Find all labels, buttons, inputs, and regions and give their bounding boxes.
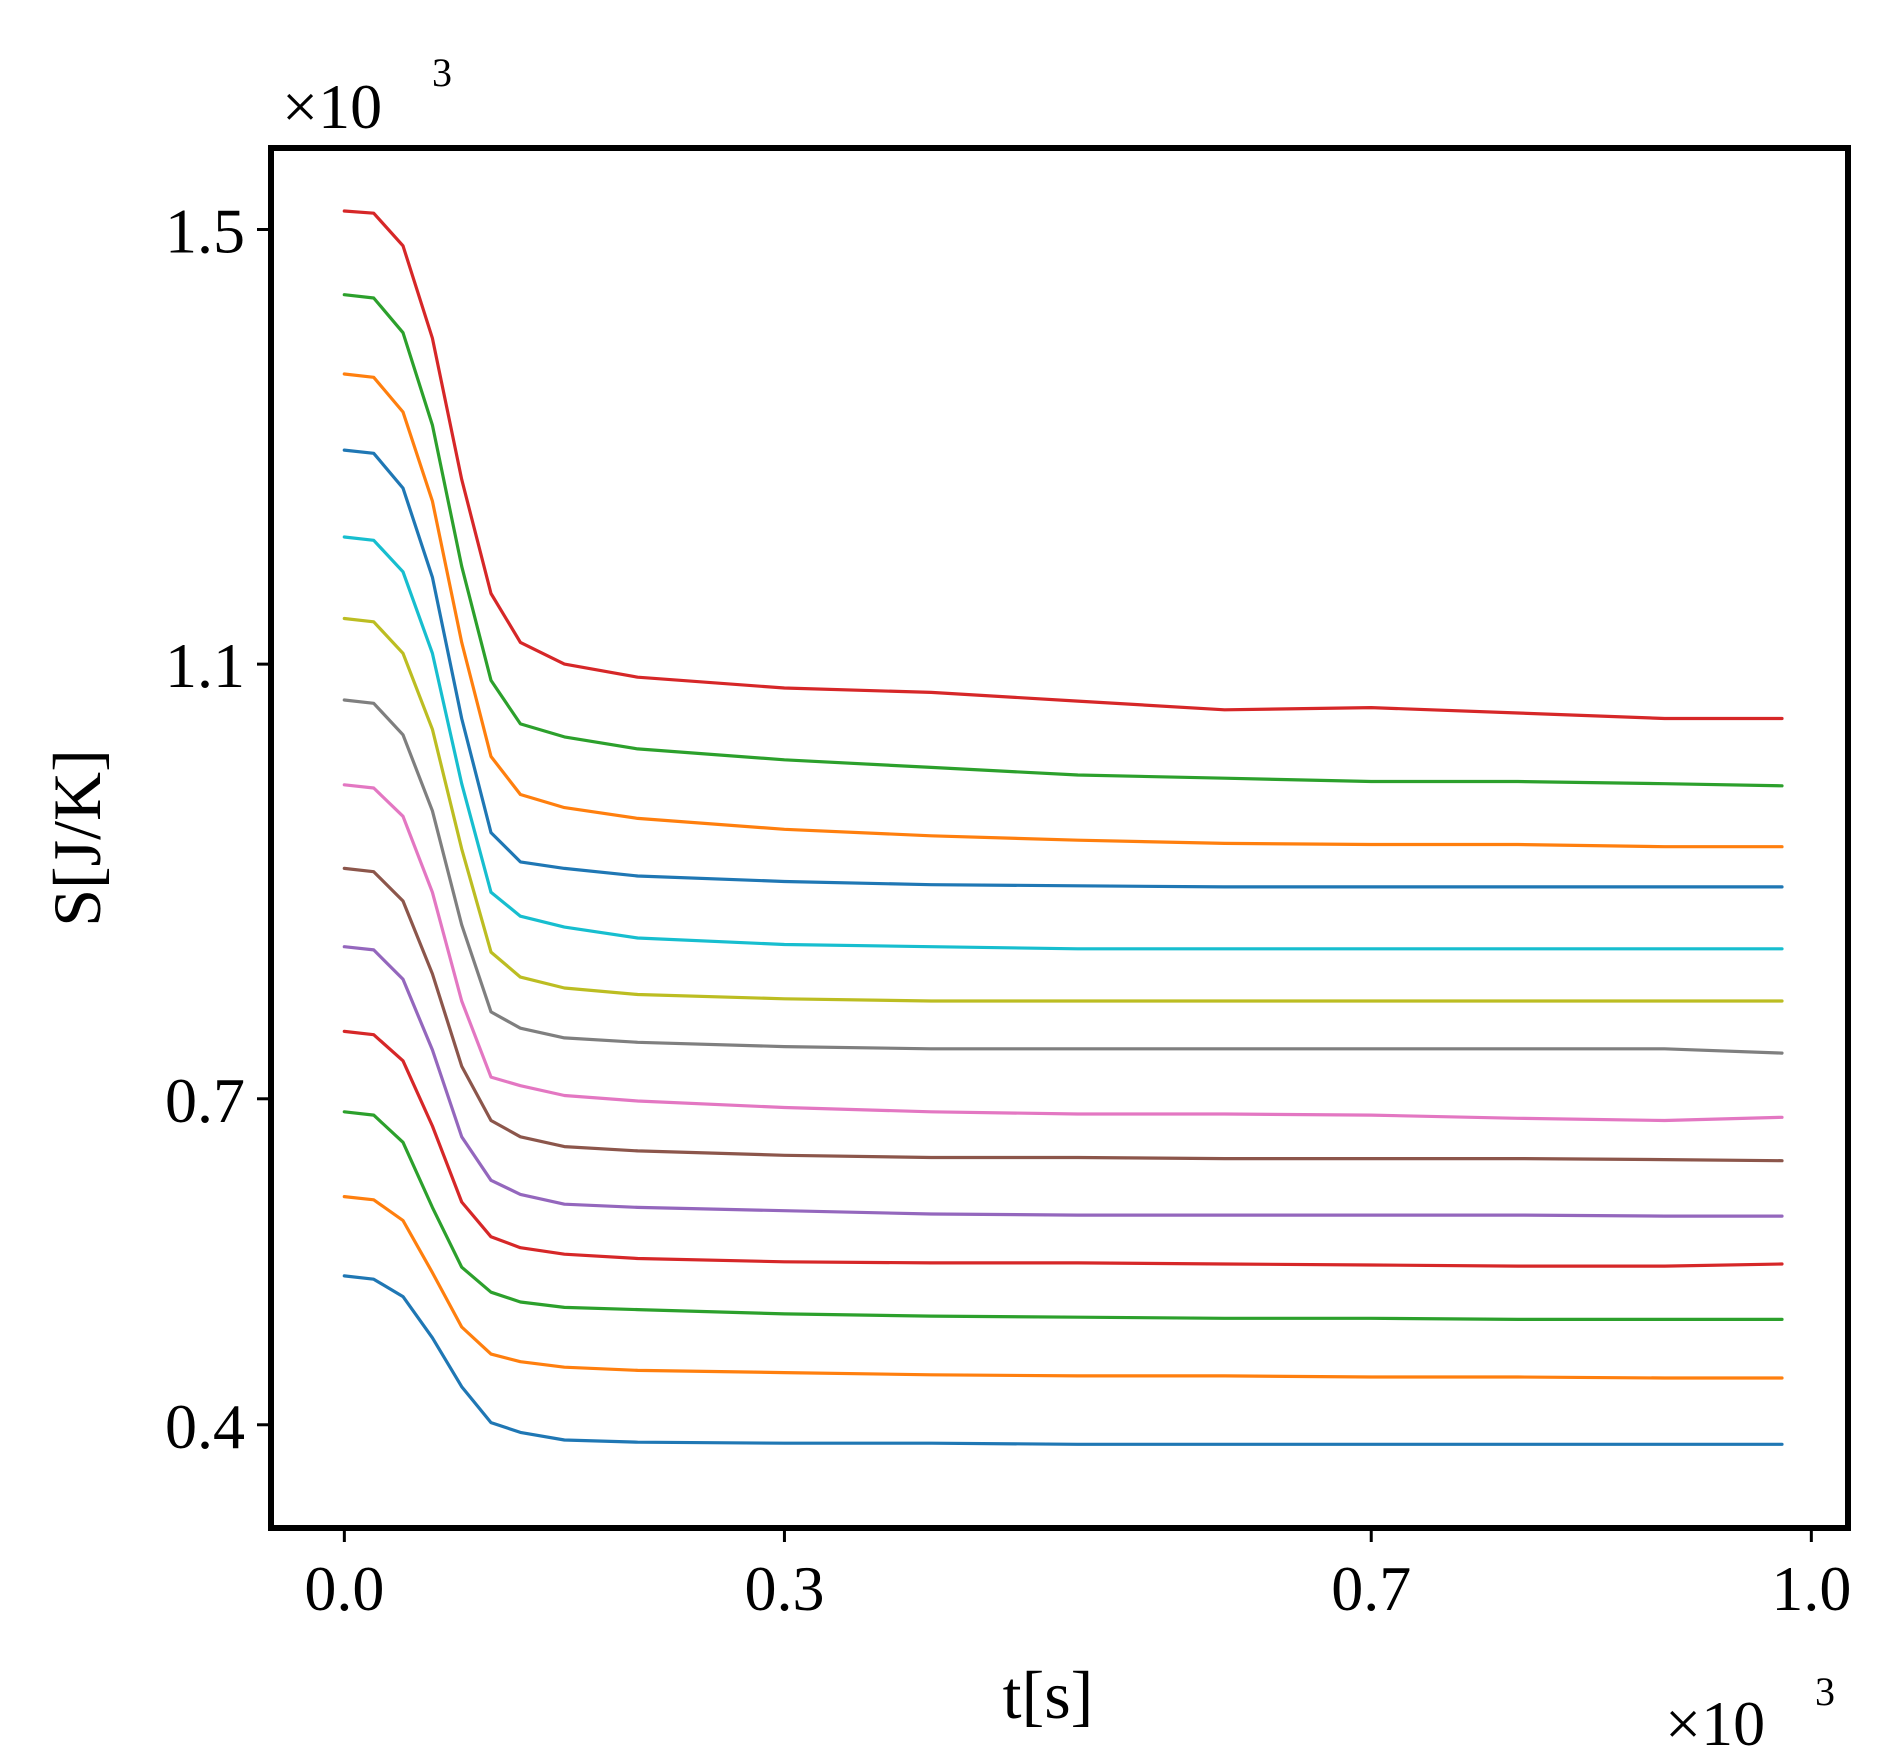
series-line-14 xyxy=(342,1274,1784,1446)
plot-frame xyxy=(268,145,1851,1531)
series-line-1 xyxy=(342,209,1784,721)
series-line-13 xyxy=(342,1194,1784,1380)
series-line-3 xyxy=(342,372,1784,849)
series-line-6 xyxy=(342,616,1784,1003)
y-multiplier: ×10 3 xyxy=(282,50,452,142)
x-tick-label: 1.0 xyxy=(1771,1553,1851,1624)
y-multiplier-exponent: 3 xyxy=(432,50,452,95)
x-multiplier-base: ×10 xyxy=(1665,1688,1765,1755)
y-tick-label: 0.4 xyxy=(165,1391,245,1462)
series-line-5 xyxy=(342,535,1784,951)
y-multiplier-base: ×10 xyxy=(282,71,382,142)
x-tick-label: 0.7 xyxy=(1331,1553,1411,1624)
series-line-9 xyxy=(342,866,1784,1163)
series-line-7 xyxy=(342,698,1784,1055)
y-tick-label: 1.1 xyxy=(165,630,245,701)
y-tick-label: 1.5 xyxy=(165,195,245,266)
series-line-8 xyxy=(342,783,1784,1123)
series-line-11 xyxy=(342,1029,1784,1268)
series-line-4 xyxy=(342,448,1784,889)
series-line-2 xyxy=(342,293,1784,788)
x-tick-label: 0.3 xyxy=(744,1553,824,1624)
series-line-10 xyxy=(342,945,1784,1218)
ticks-layer: 0.0 0.3 0.7 1.0 0.4 0.7 1.1 1.5 xyxy=(165,195,1851,1624)
x-axis-label: t[s] xyxy=(1003,1657,1094,1733)
series-layer xyxy=(342,209,1784,1446)
y-axis-label: S[J/K] xyxy=(39,749,115,927)
x-multiplier: ×10 3 xyxy=(1665,1669,1835,1759)
x-tick-label: 0.0 xyxy=(304,1553,384,1624)
x-multiplier-exponent: 3 xyxy=(1815,1669,1835,1714)
series-line-12 xyxy=(342,1110,1784,1322)
y-tick-label: 0.7 xyxy=(165,1065,245,1136)
